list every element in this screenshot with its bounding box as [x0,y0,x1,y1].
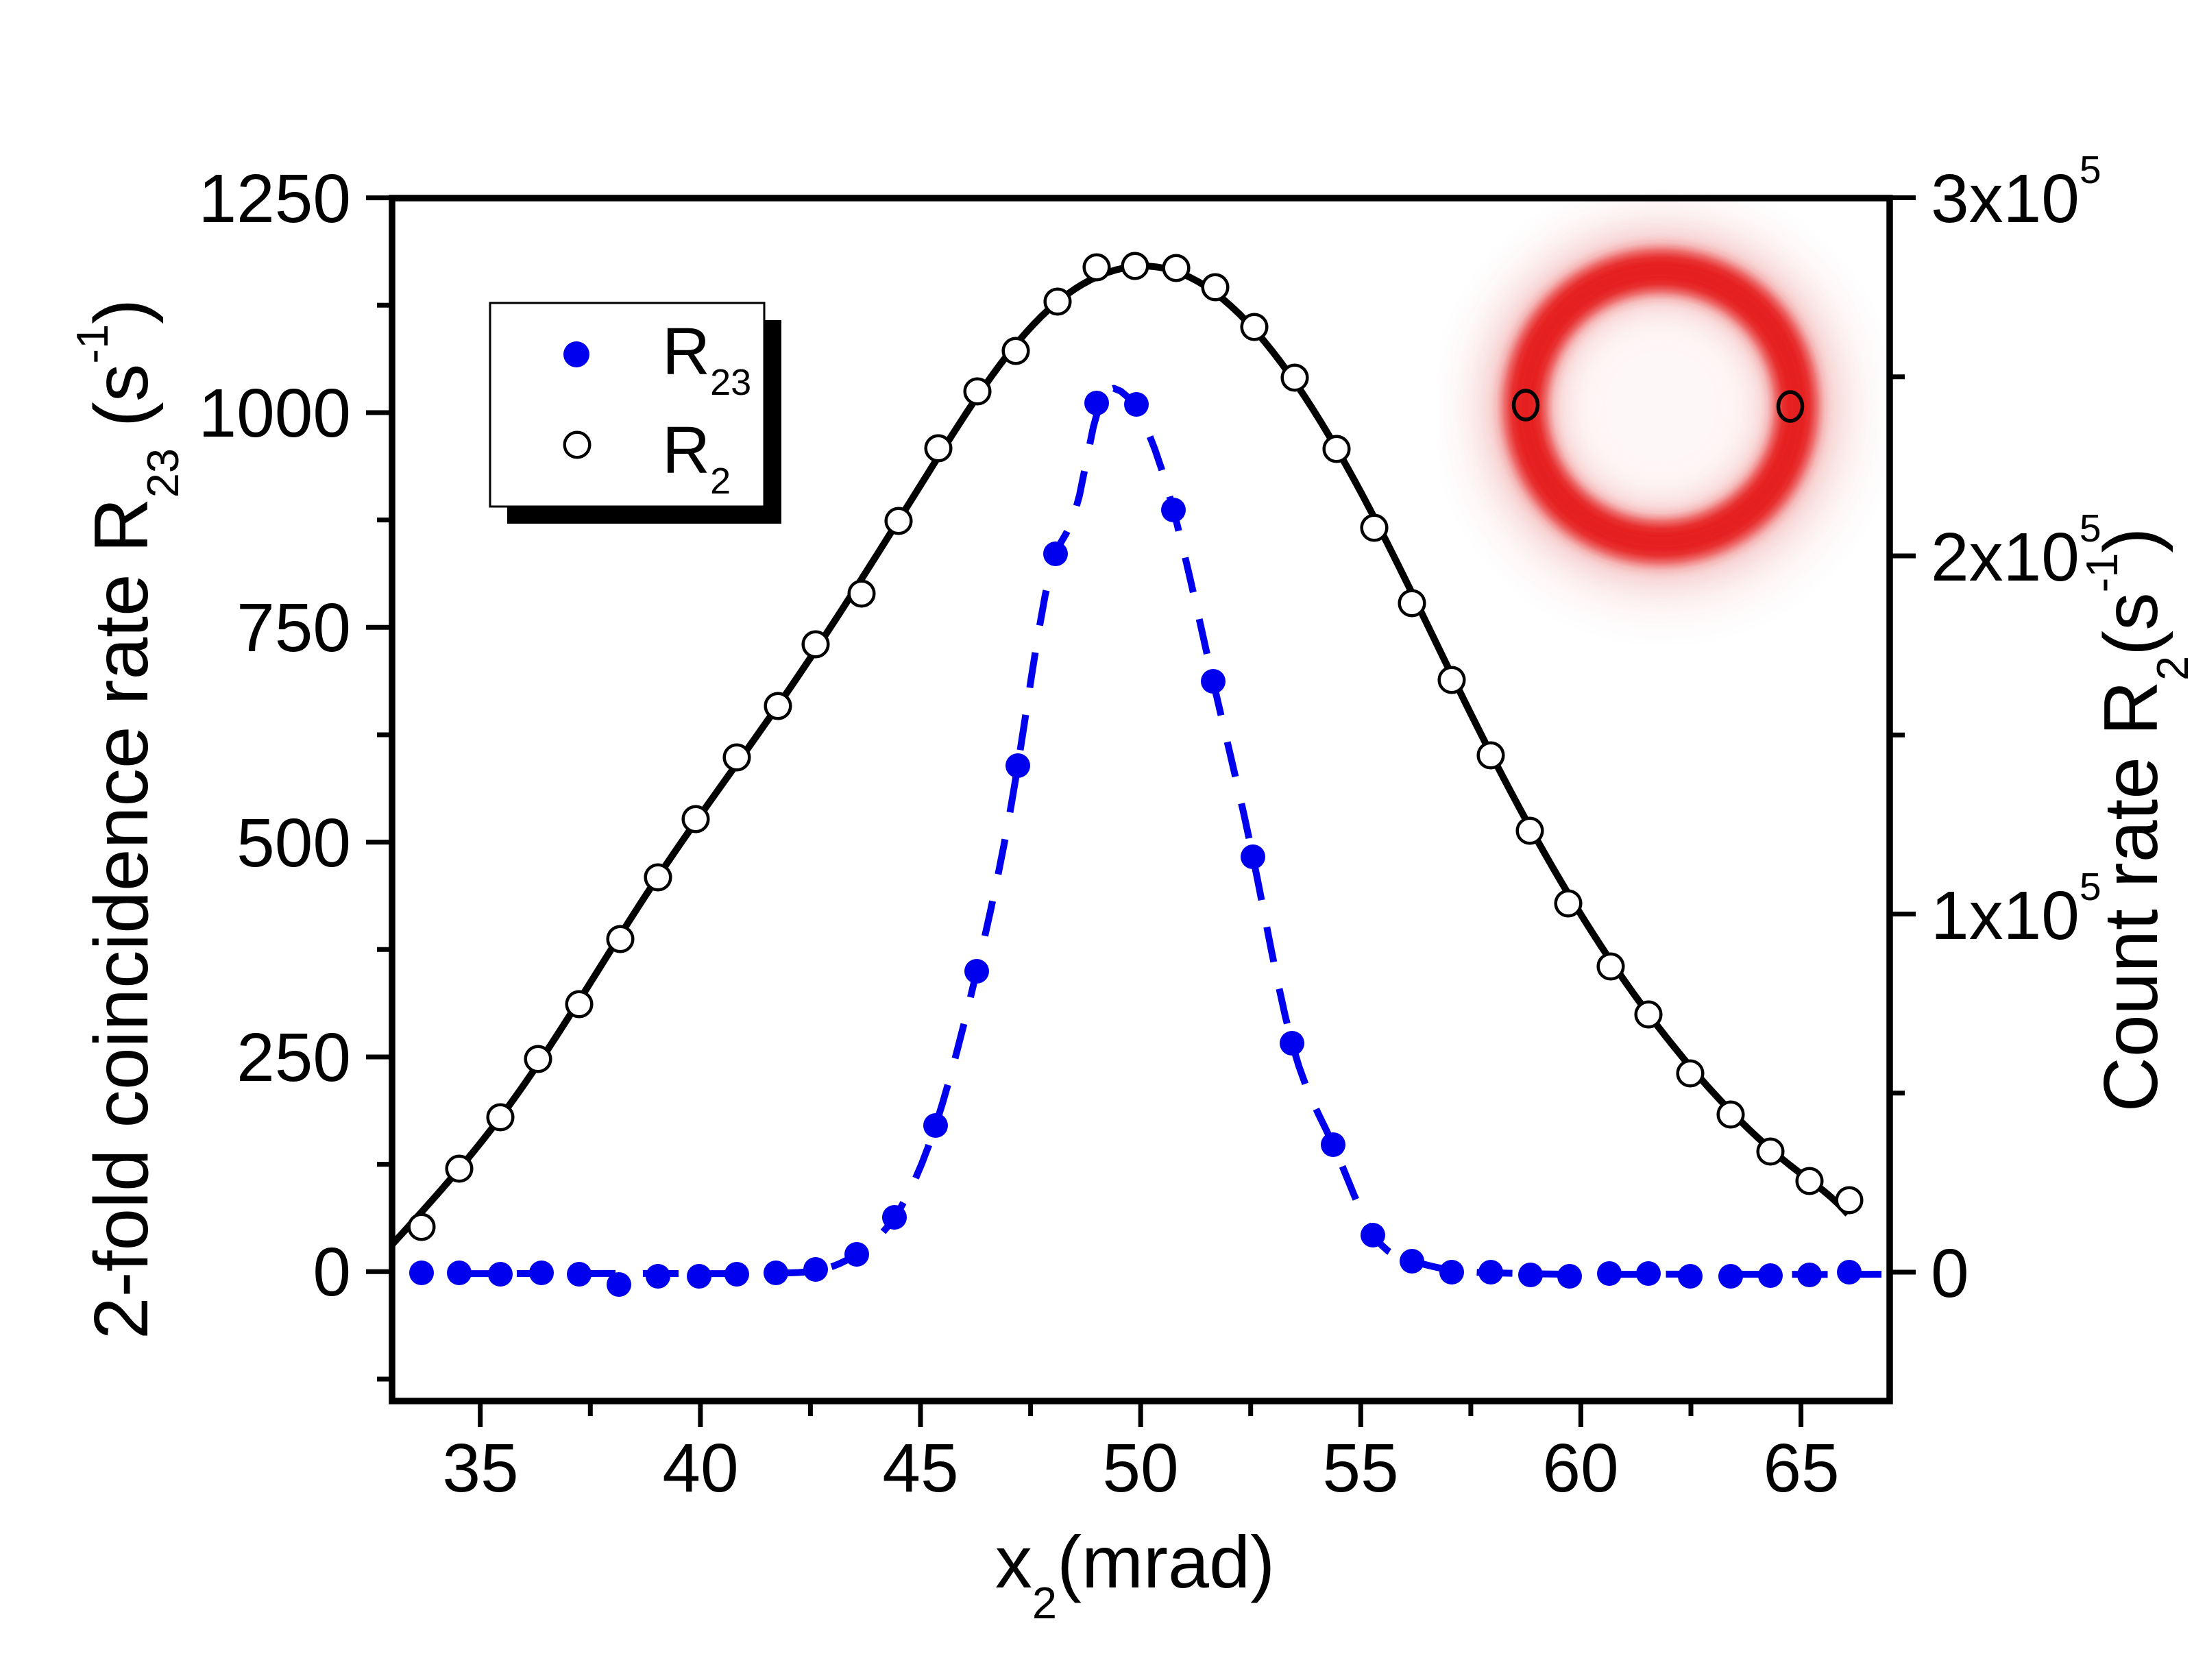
svg-text:60: 60 [1542,1430,1618,1507]
svg-text:55: 55 [1322,1430,1398,1507]
svg-text:0: 0 [1931,1235,1969,1312]
svg-text:1x105: 1x105 [1931,865,2101,954]
svg-text:1000: 1000 [199,375,351,452]
svg-text:0: 0 [313,1234,351,1311]
svg-text:65: 65 [1763,1430,1839,1507]
svg-text:1250: 1250 [199,160,351,237]
svg-text:35: 35 [442,1430,518,1507]
svg-text:3x105: 3x105 [1931,148,2101,237]
svg-text:500: 500 [236,805,351,881]
svg-text:45: 45 [882,1430,958,1507]
svg-text:2x105: 2x105 [1931,507,2101,596]
svg-text:250: 250 [236,1019,351,1096]
svg-text:50: 50 [1102,1430,1178,1507]
svg-text:40: 40 [662,1430,738,1507]
svg-text:750: 750 [236,589,351,666]
